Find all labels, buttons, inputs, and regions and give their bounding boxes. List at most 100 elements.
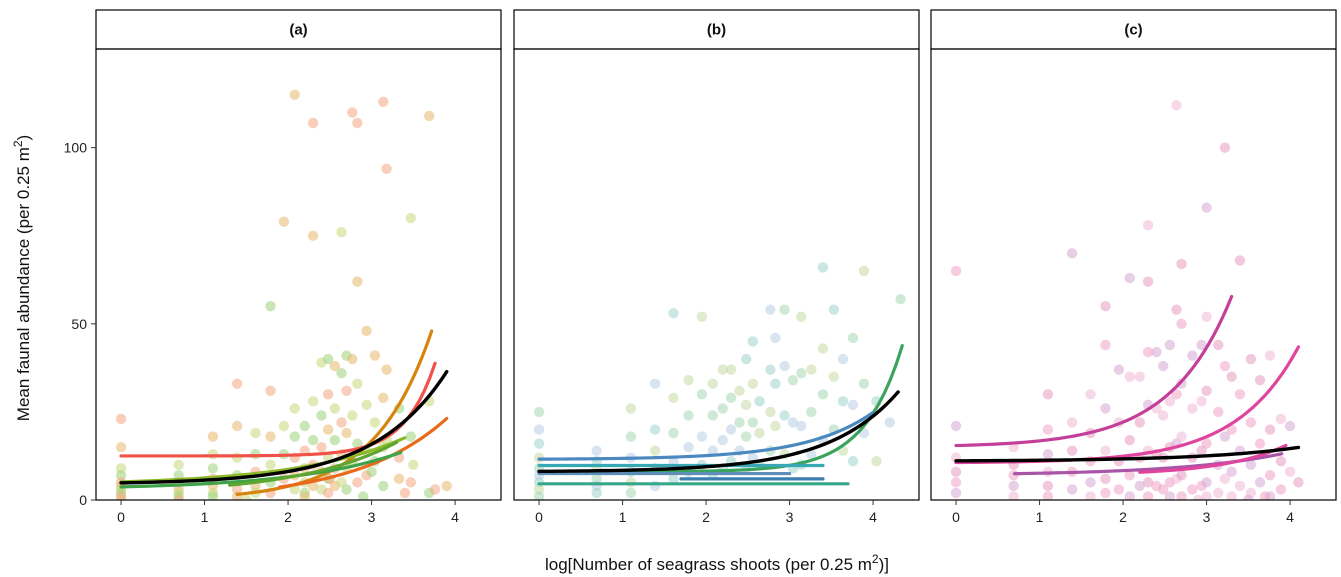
data-point	[828, 371, 840, 382]
overall-fit-line	[537, 390, 900, 474]
data-point	[707, 378, 718, 389]
data-point	[734, 385, 745, 396]
x-tick-label: 2	[702, 509, 710, 525]
data-point	[207, 491, 219, 500]
data-point	[1134, 480, 1145, 492]
data-point	[347, 353, 358, 365]
data-point	[734, 417, 745, 428]
data-point	[1066, 484, 1078, 495]
data-point	[1008, 491, 1019, 500]
y-tick-label: 0	[79, 492, 87, 508]
data-point	[369, 417, 381, 428]
data-point	[625, 403, 637, 414]
data-point	[1201, 491, 1212, 500]
data-point	[754, 427, 765, 439]
site-fit-line	[1138, 443, 1288, 474]
data-point	[1234, 389, 1246, 400]
data-point	[1134, 371, 1145, 382]
data-point	[347, 410, 358, 421]
data-point	[1234, 255, 1246, 266]
data-point	[336, 417, 347, 428]
data-point	[1113, 484, 1125, 495]
data-point	[441, 480, 452, 492]
data-point	[1196, 396, 1207, 407]
data-point	[265, 459, 276, 470]
panels-group: (a) (b) (c)	[95, 9, 1337, 501]
data-point	[352, 117, 363, 129]
y-axis-title: Mean faunal abundance (per 0.25 m2)	[11, 135, 33, 421]
data-point	[770, 378, 781, 389]
data-point	[1124, 272, 1135, 284]
panel-frame	[513, 48, 920, 501]
data-point	[747, 378, 759, 389]
data-point	[1100, 301, 1111, 312]
data-point	[347, 107, 358, 118]
data-point	[796, 367, 807, 379]
data-point	[1176, 470, 1187, 481]
data-point	[322, 353, 334, 365]
data-point	[1171, 100, 1182, 111]
data-point	[1100, 339, 1111, 351]
data-point	[754, 396, 765, 407]
data-point	[289, 431, 300, 442]
panel-plot-area	[533, 262, 906, 500]
data-point	[837, 396, 849, 407]
x-tick-label: 1	[1036, 509, 1044, 525]
data-point	[341, 484, 352, 495]
data-point	[740, 399, 752, 411]
data-point	[1187, 484, 1198, 495]
panel-1: (a)	[95, 9, 502, 501]
data-point	[329, 434, 341, 446]
data-point	[625, 487, 637, 499]
data-point	[817, 389, 829, 400]
data-point	[352, 477, 363, 488]
data-point	[289, 403, 300, 414]
data-point	[207, 448, 219, 460]
x-tick-label: 3	[1203, 509, 1211, 525]
data-point	[231, 452, 243, 463]
panel-strip	[513, 9, 920, 50]
data-point	[265, 385, 276, 396]
data-point	[399, 487, 411, 499]
data-point	[322, 424, 334, 435]
panel-plot-area	[950, 100, 1304, 500]
data-point	[1142, 276, 1154, 287]
data-point	[241, 494, 252, 500]
data-point	[1275, 456, 1287, 467]
panel-3: (c)	[930, 9, 1337, 501]
data-point	[115, 494, 127, 500]
data-point	[533, 491, 545, 500]
data-point	[1042, 491, 1054, 500]
data-point	[378, 480, 389, 492]
data-point	[316, 441, 327, 453]
data-point	[950, 477, 962, 488]
data-point	[429, 484, 441, 495]
data-point	[740, 353, 752, 365]
panel-title: (c)	[1124, 22, 1142, 39]
data-point	[1066, 417, 1078, 428]
data-point	[1042, 424, 1054, 435]
x-tick-label: 1	[201, 509, 209, 525]
data-point	[1151, 346, 1162, 358]
data-point	[405, 431, 417, 442]
data-point	[173, 459, 184, 470]
data-point	[847, 332, 859, 344]
x-tick-label: 2	[284, 509, 292, 525]
data-point	[1042, 448, 1054, 460]
data-point	[717, 434, 728, 446]
x-axis-title: log[Number of seagrass shoots (per 0.25 …	[545, 552, 889, 574]
data-point	[1066, 445, 1078, 456]
data-point	[1142, 346, 1154, 358]
data-point	[1213, 406, 1224, 418]
y-tick-label: 50	[71, 316, 87, 332]
data-point	[278, 420, 290, 432]
data-point	[329, 403, 341, 414]
data-point	[405, 212, 417, 224]
data-point	[747, 336, 759, 347]
data-point	[1275, 484, 1287, 495]
data-point	[1124, 470, 1135, 481]
data-point	[1157, 360, 1169, 372]
x-tick-label: 1	[619, 509, 627, 525]
x-tick-label: 0	[952, 509, 960, 525]
data-point	[265, 431, 276, 442]
